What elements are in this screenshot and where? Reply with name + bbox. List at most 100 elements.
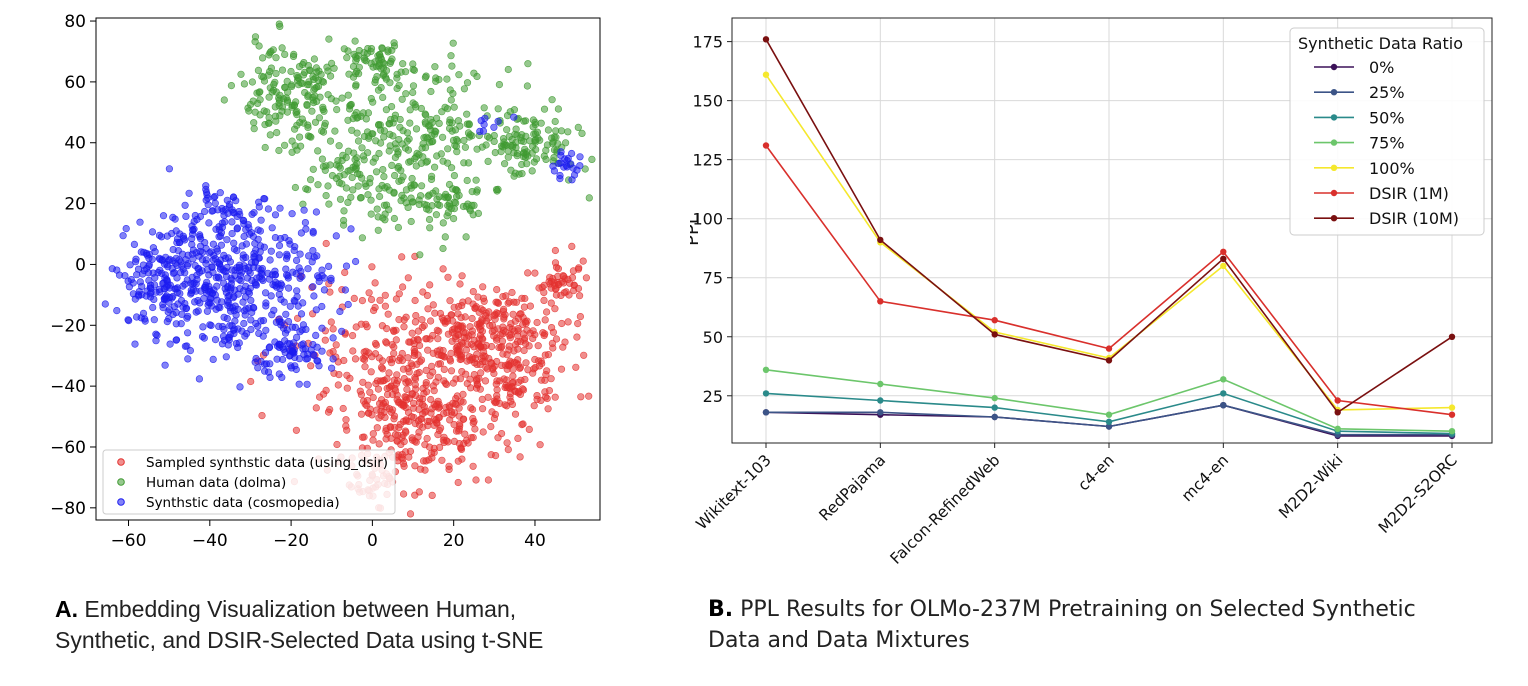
tsne-point-series-1 xyxy=(439,244,447,253)
tsne-point-series-1 xyxy=(272,69,280,78)
tsne-point-series-2 xyxy=(258,270,266,278)
tsne-point-series-0 xyxy=(439,265,447,273)
tsne-point-series-2 xyxy=(310,292,318,300)
tsne-point-series-2 xyxy=(573,166,581,174)
tsne-point-series-2 xyxy=(209,240,217,248)
ppl-y-axis-label: PPL xyxy=(690,214,703,246)
tsne-point-series-1 xyxy=(261,143,269,152)
tsne-point-series-2 xyxy=(260,195,268,203)
tsne-point-series-1 xyxy=(425,206,433,214)
tsne-point-series-0 xyxy=(484,393,492,401)
tsne-point-series-2 xyxy=(327,276,335,285)
tsne-point-series-0 xyxy=(350,294,358,303)
tsne-point-series-0 xyxy=(428,362,436,370)
tsne-point-series-0 xyxy=(547,375,555,383)
tsne-point-series-0 xyxy=(327,318,335,326)
tsne-point-series-1 xyxy=(473,188,481,196)
ppl-legend-marker xyxy=(1330,215,1338,222)
tsne-point-series-0 xyxy=(459,398,467,406)
tsne-point-series-1 xyxy=(427,87,435,96)
tsne-point-series-0 xyxy=(341,268,349,277)
tsne-point-series-0 xyxy=(541,388,549,396)
tsne-point-series-0 xyxy=(324,408,333,416)
tsne-point-series-0 xyxy=(376,296,384,304)
tsne-point-series-2 xyxy=(166,340,174,348)
tsne-point-series-1 xyxy=(364,191,372,199)
tsne-point-series-0 xyxy=(444,273,452,281)
tsne-point-series-0 xyxy=(574,284,583,293)
tsne-point-series-0 xyxy=(422,366,430,375)
tsne-point-series-2 xyxy=(270,306,278,314)
tsne-point-series-0 xyxy=(408,362,416,370)
tsne-point-series-1 xyxy=(374,213,382,221)
tsne-point-series-0 xyxy=(417,415,425,423)
tsne-point-series-1 xyxy=(435,193,443,201)
ppl-legend-label: 0% xyxy=(1369,58,1394,77)
tsne-point-series-1 xyxy=(484,132,492,141)
tsne-point-series-0 xyxy=(468,314,476,323)
tsne-point-series-0 xyxy=(452,375,460,383)
tsne-point-series-1 xyxy=(528,142,537,150)
tsne-point-series-1 xyxy=(428,138,436,146)
tsne-point-series-0 xyxy=(507,397,515,405)
tsne-point-series-1 xyxy=(395,177,403,185)
tsne-point-series-0 xyxy=(423,291,432,300)
tsne-point-series-1 xyxy=(322,192,330,200)
tsne-point-series-0 xyxy=(371,339,380,348)
tsne-point-series-0 xyxy=(436,360,445,368)
tsne-point-series-2 xyxy=(246,284,254,292)
tsne-point-series-1 xyxy=(420,200,429,208)
tsne-point-series-1 xyxy=(418,144,426,152)
ppl-point-series-2 xyxy=(762,390,770,397)
tsne-point-series-0 xyxy=(392,295,401,303)
tsne-point-series-1 xyxy=(409,60,417,68)
ppl-series-layer xyxy=(762,36,1456,440)
tsne-point-series-1 xyxy=(351,37,359,45)
tsne-point-series-1 xyxy=(405,135,413,143)
tsne-point-series-2 xyxy=(266,343,274,351)
tsne-point-series-1 xyxy=(304,123,312,132)
tsne-point-series-1 xyxy=(453,148,461,156)
tsne-point-series-0 xyxy=(420,389,428,398)
tsne-point-series-1 xyxy=(237,70,245,78)
tsne-point-series-2 xyxy=(150,316,158,324)
tsne-point-series-1 xyxy=(448,164,456,172)
tsne-point-series-2 xyxy=(275,251,284,259)
tsne-point-series-2 xyxy=(267,247,275,255)
tsne-point-series-1 xyxy=(585,194,593,202)
tsne-point-series-1 xyxy=(307,176,315,184)
tsne-point-series-1 xyxy=(282,94,290,102)
tsne-point-series-2 xyxy=(290,246,298,254)
tsne-point-series-1 xyxy=(406,157,415,165)
tsne-point-series-0 xyxy=(403,385,411,394)
tsne-point-series-1 xyxy=(554,105,563,113)
tsne-point-series-0 xyxy=(476,319,485,327)
tsne-point-series-1 xyxy=(369,98,377,106)
ppl-y-tick-label: 25 xyxy=(703,387,723,406)
tsne-point-series-1 xyxy=(362,57,370,65)
tsne-point-series-0 xyxy=(363,323,371,331)
tsne-point-series-0 xyxy=(402,416,410,424)
tsne-point-series-1 xyxy=(267,47,275,56)
tsne-point-series-2 xyxy=(205,219,213,227)
tsne-point-series-1 xyxy=(460,85,469,93)
ppl-legend-marker xyxy=(1330,89,1338,96)
tsne-point-series-1 xyxy=(251,38,259,46)
tsne-point-series-0 xyxy=(511,410,520,418)
tsne-point-series-0 xyxy=(405,368,413,376)
tsne-point-series-0 xyxy=(513,338,522,346)
ppl-point-series-1 xyxy=(1220,402,1227,409)
tsne-point-series-2 xyxy=(266,373,274,382)
tsne-point-series-0 xyxy=(574,320,582,328)
tsne-point-series-1 xyxy=(344,116,352,124)
tsne-point-series-0 xyxy=(469,288,477,296)
tsne-point-series-1 xyxy=(390,42,399,50)
tsne-point-series-1 xyxy=(260,77,269,85)
tsne-point-series-0 xyxy=(400,323,408,331)
tsne-point-series-2 xyxy=(211,336,220,344)
tsne-legend-box xyxy=(102,449,396,515)
tsne-point-series-1 xyxy=(352,81,360,89)
tsne-point-series-2 xyxy=(288,323,297,331)
tsne-point-series-1 xyxy=(441,233,449,241)
tsne-point-series-1 xyxy=(449,185,457,193)
